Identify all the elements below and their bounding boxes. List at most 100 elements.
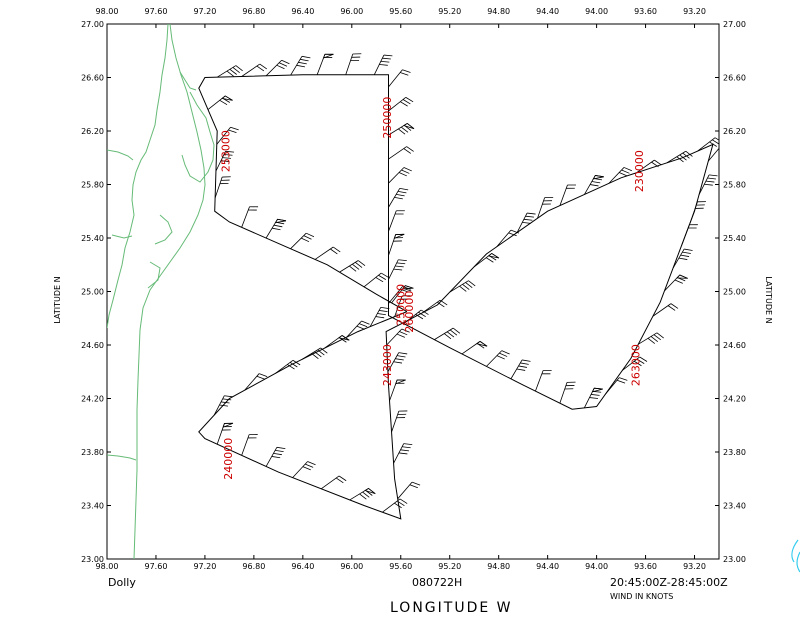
wind-barb	[638, 332, 664, 345]
time-label: 263000	[629, 344, 642, 386]
wind-barb	[292, 461, 316, 478]
time-label: 260000	[403, 291, 416, 333]
lat-tick-label-right: 23.40	[723, 502, 746, 511]
wind-barb	[388, 259, 407, 280]
lon-tick-label-top: 98.00	[96, 7, 119, 16]
lat-tick-label-left: 23.80	[81, 448, 104, 457]
lat-tick-label-left: 24.60	[81, 341, 104, 350]
wind-barb	[345, 53, 362, 75]
lon-tick-label-bottom: 96.00	[340, 562, 363, 571]
wind-barb	[672, 248, 693, 269]
wind-barb	[652, 303, 679, 317]
time-labels: 2530002500002300002630002430002500002600…	[219, 97, 646, 480]
wind-barb	[265, 446, 286, 467]
time-label: 243000	[381, 344, 394, 386]
y-axis-label-left: LATITUDE N	[53, 276, 62, 323]
wind-barb	[388, 233, 405, 256]
wind-barb	[215, 150, 235, 172]
lon-tick-label-top: 94.40	[536, 7, 559, 16]
wind-barb	[516, 212, 536, 233]
lon-tick-label-bottom: 94.40	[536, 562, 559, 571]
wind-barb	[559, 184, 577, 206]
lon-tick-label-top: 96.40	[291, 7, 314, 16]
wind-barb	[275, 359, 301, 374]
lon-tick-label-top: 96.80	[242, 7, 265, 16]
lat-tick-label-left: 25.80	[81, 181, 104, 190]
wind-barb	[339, 260, 366, 273]
wind-barb	[389, 379, 406, 401]
coastline	[107, 24, 215, 559]
lat-tick-label-right: 24.60	[723, 341, 746, 350]
lon-tick-label-bottom: 94.80	[487, 562, 510, 571]
wind-barb	[391, 410, 408, 433]
lat-tick-label-right: 25.40	[723, 234, 746, 243]
wind-barb	[290, 55, 311, 76]
lon-tick-label-bottom: 98.00	[96, 562, 119, 571]
wind-barb	[461, 340, 488, 355]
lon-tick-label-bottom: 93.60	[634, 562, 657, 571]
lat-tick-label-right: 23.80	[723, 448, 746, 457]
lon-tick-label-top: 96.00	[340, 7, 363, 16]
wind-barb	[320, 475, 347, 490]
wind-barb	[241, 63, 268, 77]
wind-barb	[449, 280, 476, 293]
wind-barb	[388, 69, 411, 88]
lon-tick-label-top: 97.60	[145, 7, 168, 16]
wind-barb	[241, 206, 259, 228]
wind-barb	[388, 122, 415, 136]
wind-barb	[535, 370, 552, 392]
time-label: 253000	[219, 130, 232, 172]
lat-tick-label-left: 26.60	[81, 74, 104, 83]
wind-barb	[387, 352, 408, 372]
wind-barb	[393, 443, 413, 464]
wind-barb	[388, 97, 414, 112]
wind-barb	[213, 395, 233, 416]
lon-tick-label-top: 94.80	[487, 7, 510, 16]
wind-barb	[664, 274, 688, 292]
lon-tick-label-top: 93.60	[634, 7, 657, 16]
wind-barb	[434, 327, 461, 340]
wind-barb	[510, 359, 531, 380]
wind-barb	[559, 381, 576, 404]
wind-barb	[214, 176, 231, 199]
lat-tick-label-right: 26.20	[723, 127, 746, 136]
wind-barb	[316, 53, 334, 75]
wind-barb	[314, 246, 341, 260]
date-code: 080722H	[412, 576, 462, 589]
lat-tick-label-right: 24.20	[723, 395, 746, 404]
wind-barb	[216, 126, 239, 145]
wind-barbs	[207, 53, 719, 513]
wind-barb	[397, 481, 421, 500]
flight-track	[198, 74, 714, 520]
lat-tick-label-right: 25.80	[723, 181, 746, 190]
wind-barb	[244, 373, 268, 391]
lon-tick-label-bottom: 96.80	[242, 562, 265, 571]
lat-tick-label-right: 25.00	[723, 288, 746, 297]
wind-barb	[207, 95, 233, 110]
wind-barb	[622, 356, 648, 371]
wind-barb	[608, 167, 633, 184]
wind-barb	[698, 174, 718, 195]
lon-tick-label-bottom: 94.00	[585, 562, 608, 571]
lon-tick-label-bottom: 97.20	[193, 562, 216, 571]
wind-barb	[363, 272, 389, 288]
wind-barb	[707, 147, 719, 162]
wind-barb	[388, 187, 409, 208]
lat-tick-label-left: 26.20	[81, 127, 104, 136]
wind-barb	[388, 286, 411, 304]
lat-tick-label-left: 23.40	[81, 502, 104, 511]
time-range: 20:45:00Z-28:45:00Z	[610, 576, 728, 589]
wind-barb	[290, 232, 315, 249]
wind-barb	[537, 196, 554, 219]
lon-tick-label-top: 95.20	[438, 7, 461, 16]
lon-tick-label-bottom: 93.20	[683, 562, 706, 571]
lon-tick-label-bottom: 96.40	[291, 562, 314, 571]
wind-barb	[216, 65, 243, 78]
wind-units: WIND IN KNOTS	[610, 592, 673, 601]
wind-barb	[349, 487, 376, 501]
wind-barb	[241, 434, 258, 456]
x-axis-label: LONGITUDE W	[390, 600, 513, 616]
wind-barb	[386, 328, 410, 346]
